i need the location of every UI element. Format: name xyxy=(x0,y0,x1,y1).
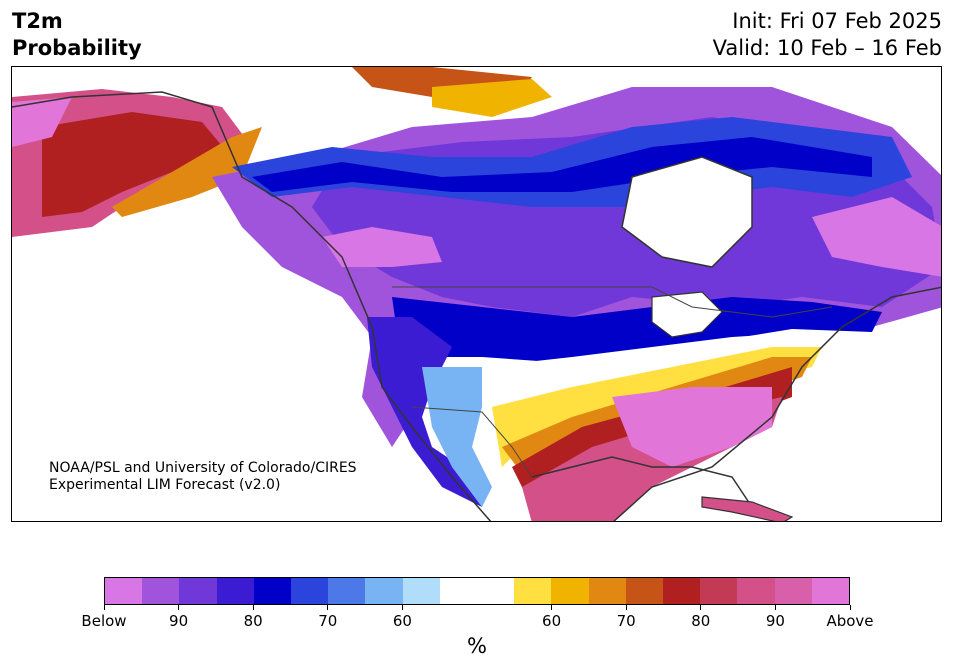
colorbar-segment xyxy=(551,578,589,604)
colorbar-tick-label: 60 xyxy=(392,612,412,630)
colorbar xyxy=(104,577,850,605)
colorbar-tick xyxy=(178,605,180,610)
colorbar-tick xyxy=(401,605,403,610)
yukon-orange-band xyxy=(112,127,262,217)
canada-deep-blue xyxy=(252,137,872,192)
credit-line-1: NOAA/PSL and University of Colorado/CIRE… xyxy=(49,460,357,476)
coastline-east xyxy=(613,286,941,521)
west-cold-band xyxy=(367,317,482,507)
valid-range: Valid: 10 Feb – 16 Feb xyxy=(712,36,942,60)
colorbar-tick xyxy=(327,605,329,610)
title-line-2: Probability xyxy=(12,36,142,60)
great-lakes xyxy=(651,291,723,338)
colorbar-tick xyxy=(700,605,702,610)
colorbar-tick-label: 80 xyxy=(243,612,263,630)
colorbar-tick-label: Above xyxy=(826,612,874,630)
colorbar-segment xyxy=(105,578,143,604)
great-lakes-blue-band xyxy=(392,297,882,367)
southeast-above xyxy=(612,387,772,467)
colorbar-segment xyxy=(216,578,254,604)
colorbar-tick-label: 80 xyxy=(691,612,711,630)
colorbar-tick xyxy=(625,605,627,610)
colorbar-tick xyxy=(252,605,254,610)
colorbar-segment xyxy=(737,578,775,604)
gulf-coast xyxy=(531,456,753,508)
colorbar-tick xyxy=(551,605,553,610)
colorbar-segment xyxy=(291,578,329,604)
credit-text: NOAA/PSL and University of Colorado/CIRE… xyxy=(49,460,357,494)
chart-title: T2m Probability xyxy=(12,8,142,62)
colorbar-segment xyxy=(700,578,738,604)
colorbar-segment xyxy=(625,578,664,604)
colorbar-segment xyxy=(328,578,366,604)
init-date: Init: Fri 07 Feb 2025 xyxy=(732,9,942,33)
prairie-lilac xyxy=(322,227,442,267)
colorbar-segment xyxy=(179,578,217,604)
forecast-dates: Init: Fri 07 Feb 2025 Valid: 10 Feb – 16… xyxy=(713,8,942,62)
colorbar-tick-label: 90 xyxy=(765,612,785,630)
colorbar-tick-label: 70 xyxy=(318,612,338,630)
colorbar-tick xyxy=(849,605,851,610)
colorbar-tick-label: 60 xyxy=(542,612,562,630)
colorbar-tick-label: Below xyxy=(81,612,127,630)
us-mexico-border xyxy=(411,406,533,478)
colorbar-tick xyxy=(103,605,105,610)
colorbar-segment xyxy=(514,578,552,604)
colorbar-segment xyxy=(402,578,440,604)
colorbar-segment xyxy=(142,578,180,604)
colorbar-segment xyxy=(365,578,403,604)
colorbar-tick-label: 70 xyxy=(616,612,636,630)
title-line-1: T2m xyxy=(12,9,63,33)
colorbar-segment xyxy=(663,578,701,604)
alaska-warm-core xyxy=(42,112,227,217)
quebec-lilac xyxy=(812,197,941,277)
coastline-west xyxy=(12,91,492,521)
us-canada-border xyxy=(392,286,833,318)
southwest-light-blue xyxy=(422,367,492,507)
probability-map xyxy=(11,66,942,522)
colorbar-segment xyxy=(811,578,850,604)
colorbar-segment xyxy=(588,578,626,604)
colorbar-segment xyxy=(439,578,478,604)
colorbar-segment xyxy=(774,578,812,604)
hudson-bay xyxy=(621,156,753,268)
alaska-above-core xyxy=(12,97,72,147)
colorbar-segment xyxy=(477,578,515,604)
colorbar-segment xyxy=(253,578,292,604)
map-canvas xyxy=(12,67,941,521)
colorbar-tick xyxy=(774,605,776,610)
colorbar-tick-label: 90 xyxy=(169,612,189,630)
credit-line-2: Experimental LIM Forecast (v2.0) xyxy=(49,477,281,493)
arctic-yellow xyxy=(432,79,552,117)
colorbar-unit: % xyxy=(467,634,487,658)
cuba xyxy=(701,496,794,521)
